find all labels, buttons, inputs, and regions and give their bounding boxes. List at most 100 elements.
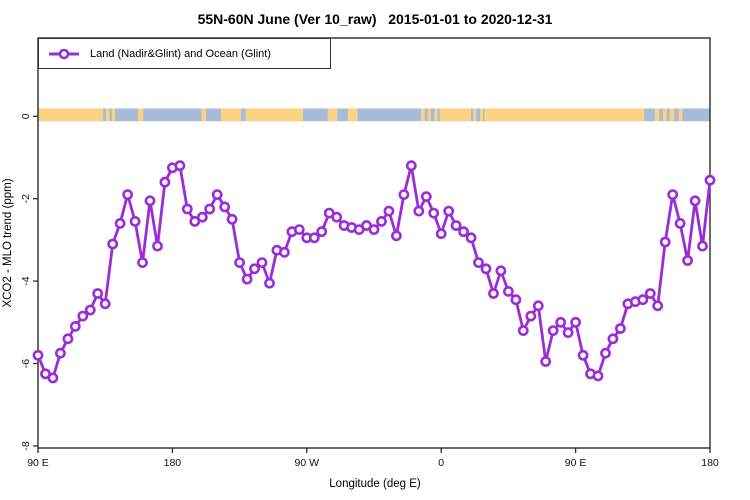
data-point (264, 277, 275, 289)
land-band-segment (220, 108, 242, 122)
data-point (682, 255, 693, 266)
data-point (488, 288, 499, 299)
data-point (570, 316, 581, 328)
data-point (637, 294, 649, 306)
data-point (405, 160, 417, 172)
data-point (376, 215, 387, 227)
data-point (32, 349, 44, 361)
land-band-segment (480, 108, 484, 122)
legend-line-marker-icon (49, 48, 79, 59)
data-point (390, 230, 402, 242)
data-point (600, 347, 611, 359)
data-point (69, 320, 81, 332)
data-point (204, 203, 216, 215)
x-tick-label: 180 (164, 457, 182, 469)
x-tick-label: 180 (701, 457, 719, 469)
data-point (219, 201, 231, 213)
data-point (659, 236, 671, 248)
plot-frame (37, 37, 711, 449)
data-point (278, 246, 290, 258)
data-point (428, 207, 440, 219)
data-point (62, 333, 74, 345)
data-point (211, 189, 223, 200)
data-point (532, 300, 544, 312)
y-tick-label: -4 (20, 276, 32, 285)
data-point (495, 265, 507, 277)
x-tick-label: 0 (438, 457, 444, 469)
land-band-segment (201, 108, 206, 122)
y-tick-label: -2 (20, 194, 32, 203)
data-point (473, 257, 484, 268)
data-point (607, 333, 619, 345)
data-point (615, 323, 626, 334)
data-point (241, 273, 253, 285)
data-point (458, 226, 469, 238)
land-band-segment (138, 108, 144, 122)
data-point (293, 224, 305, 235)
data-point (689, 195, 701, 207)
data-point (547, 325, 559, 336)
y-tick-label: 0 (20, 113, 32, 119)
y-tick-label: -6 (20, 359, 32, 368)
data-point (368, 224, 380, 235)
land-band-segment (662, 108, 667, 122)
data-point (517, 325, 529, 336)
data-point (577, 349, 589, 361)
land-band-segment (111, 108, 115, 122)
x-tick-label: 90 E (565, 457, 587, 469)
data-point (480, 263, 492, 275)
land-band-segment (38, 108, 103, 122)
data-point (652, 300, 664, 312)
land-band-segment (347, 108, 358, 122)
data-point (383, 205, 395, 217)
data-point (249, 263, 260, 275)
data-point (122, 189, 133, 200)
land-band-segment (327, 108, 338, 122)
land-band-segment (439, 108, 472, 122)
data-point (152, 240, 163, 252)
data-point (234, 257, 245, 268)
data-point (398, 189, 410, 200)
data-point (450, 220, 462, 231)
legend-label: Land (Nadir&Glint) and Ocean (Glint) (90, 47, 271, 60)
data-point (226, 213, 238, 225)
legend: Land (Nadir&Glint) and Ocean (Glint) (38, 38, 331, 69)
data-point (55, 347, 66, 359)
land-band-segment (669, 108, 675, 122)
land-band-segment (473, 108, 477, 122)
data-point (443, 205, 455, 217)
data-point (144, 195, 156, 207)
data-point (129, 215, 141, 227)
data-point (555, 316, 567, 328)
land-band-segment (654, 108, 660, 122)
data-point (331, 211, 343, 223)
data-point (256, 257, 268, 268)
land-band-segment (434, 108, 438, 122)
trend-line (36, 164, 712, 380)
data-point (77, 310, 89, 322)
data-point (525, 310, 537, 322)
x-tick-label: 90 E (27, 457, 49, 469)
data-point (114, 217, 126, 229)
data-point (107, 238, 119, 250)
data-point (174, 160, 186, 172)
data-point (137, 257, 148, 268)
data-point (413, 205, 425, 217)
data-point (316, 226, 328, 238)
data-point (540, 356, 552, 367)
land-band-segment (484, 108, 645, 122)
data-point (84, 304, 96, 316)
land-band-segment (105, 108, 110, 122)
land-band-segment (245, 108, 304, 122)
data-point (92, 288, 104, 299)
data-point (644, 288, 656, 299)
data-point (47, 372, 59, 384)
data-point (308, 232, 320, 244)
y-tick-label: -8 (20, 441, 32, 450)
data-point (667, 189, 679, 200)
data-point (99, 298, 111, 310)
land-band-segment (678, 108, 683, 122)
data-point (435, 228, 447, 240)
x-tick-label: 90 W (295, 457, 320, 469)
land-band-segment (427, 108, 431, 122)
